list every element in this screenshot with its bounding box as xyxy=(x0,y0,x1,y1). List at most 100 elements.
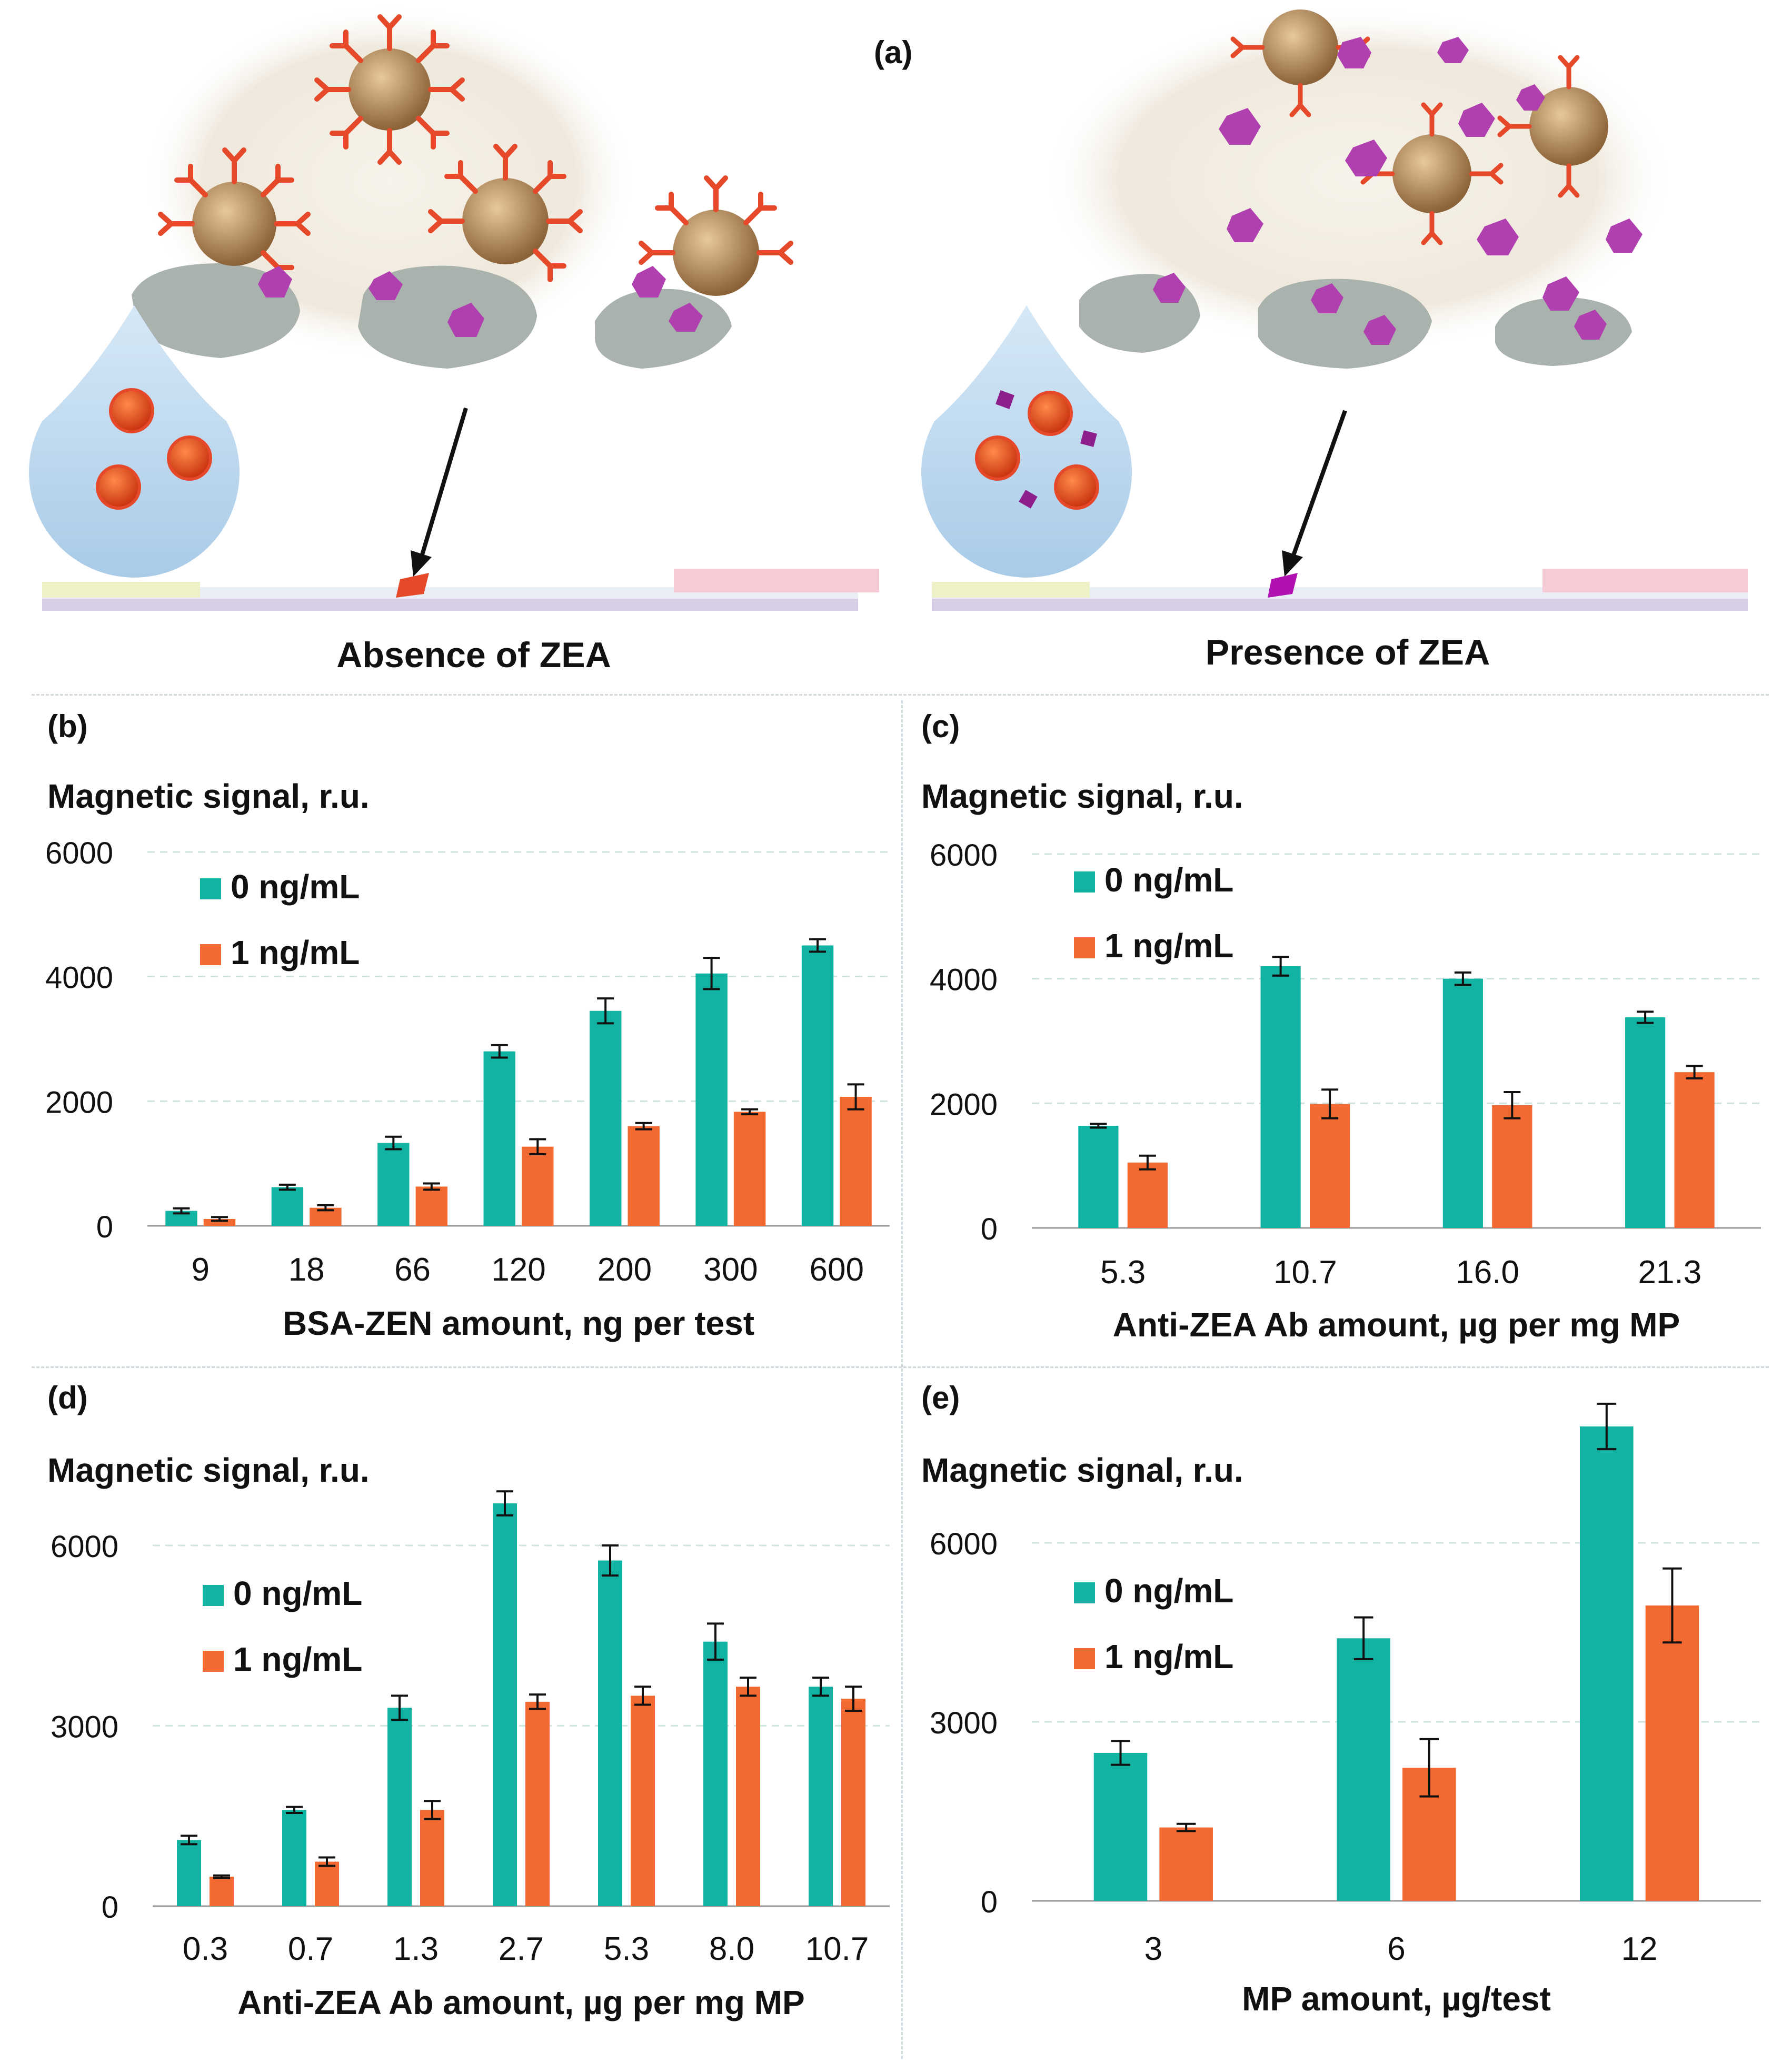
error-bar xyxy=(286,1806,303,1815)
bar-orange-600 xyxy=(840,1097,872,1226)
x-tick-label: 120 xyxy=(491,1252,545,1288)
legend-swatch xyxy=(1074,871,1095,893)
x-tick-label: 21.3 xyxy=(1638,1254,1702,1291)
error-bar xyxy=(1597,1402,1617,1451)
error-bar xyxy=(847,1083,864,1111)
caption-absence: Absence of ZEA xyxy=(336,635,611,675)
panel-a-illustration xyxy=(28,3,1748,611)
error-bar xyxy=(529,1138,546,1155)
error-bar xyxy=(529,1693,546,1710)
bar-orange-120 xyxy=(522,1146,554,1226)
x-tick-label: 9 xyxy=(191,1252,209,1288)
bar-teal-10.7 xyxy=(1260,966,1301,1228)
legend-label: 0 ng/mL xyxy=(233,1574,362,1612)
error-bar xyxy=(740,1677,756,1697)
zea-molecule xyxy=(1574,310,1607,340)
error-bar xyxy=(845,1686,862,1712)
bar-teal-8.0 xyxy=(703,1641,728,1906)
x-tick-label: 0.3 xyxy=(183,1931,228,1967)
error-bar xyxy=(391,1694,408,1721)
bar-orange-10.7 xyxy=(841,1699,865,1906)
x-tick-label: 10.7 xyxy=(805,1931,869,1967)
x-tick-label: 16.0 xyxy=(1456,1254,1519,1291)
error-bar xyxy=(1272,956,1289,977)
x-tick-label: 3 xyxy=(1144,1931,1162,1967)
zea-molecule xyxy=(1458,103,1495,137)
magnetic-particle xyxy=(158,147,311,284)
error-bar xyxy=(602,1544,619,1577)
legend-swatch xyxy=(1074,1582,1095,1603)
y-tick-label: 4000 xyxy=(45,961,113,995)
right-bubble xyxy=(1042,5,1674,369)
error-bar xyxy=(213,1874,230,1879)
bar-teal-600 xyxy=(801,945,834,1226)
x-tick-label: 12 xyxy=(1621,1931,1658,1967)
bar-orange-300 xyxy=(733,1112,766,1226)
zea-molecule xyxy=(1337,37,1371,68)
x-axis-title: Anti-ZEA Ab amount, µg per mg MP xyxy=(237,1984,804,2021)
membrane-blob xyxy=(595,289,732,369)
y-tick-label: 0 xyxy=(981,1212,998,1246)
membrane-blob xyxy=(132,263,300,358)
bar-orange-0.3 xyxy=(210,1877,234,1906)
x-tick-label: 1.3 xyxy=(393,1931,439,1967)
bar-orange-5.3 xyxy=(631,1696,655,1906)
error-bar xyxy=(424,1800,441,1820)
error-bar xyxy=(491,1044,508,1059)
error-bar xyxy=(181,1835,197,1846)
test-strip xyxy=(932,569,1748,611)
y-tick-label: 0 xyxy=(96,1210,113,1244)
error-bar xyxy=(423,1182,440,1191)
error-bar xyxy=(1139,1154,1156,1171)
bar-teal-0.7 xyxy=(282,1810,306,1906)
bar-orange-0.7 xyxy=(315,1861,339,1906)
legend-swatch xyxy=(203,1585,224,1606)
bar-teal-1.3 xyxy=(387,1708,412,1906)
bar-teal-2.7 xyxy=(493,1503,517,1906)
bar-orange-1.3 xyxy=(420,1810,444,1906)
error-bar xyxy=(703,957,720,990)
zea-molecule xyxy=(1363,315,1396,345)
test-strip xyxy=(42,569,879,611)
error-bar xyxy=(597,997,614,1025)
y-axis-title: Magnetic signal, r.u. xyxy=(921,1451,1243,1489)
error-bar xyxy=(1454,971,1471,986)
error-bar xyxy=(707,1622,724,1661)
error-bar xyxy=(1353,1616,1373,1660)
panel-label: (e) xyxy=(921,1380,960,1415)
y-tick-label: 0 xyxy=(102,1890,118,1925)
y-tick-label: 2000 xyxy=(45,1085,113,1119)
error-bar xyxy=(211,1216,228,1222)
legend-label: 0 ng/mL xyxy=(1104,861,1233,899)
legend-label: 1 ng/mL xyxy=(1104,1638,1233,1676)
divider xyxy=(32,1366,1769,1368)
x-tick-label: 5.3 xyxy=(604,1931,649,1967)
y-tick-label: 4000 xyxy=(930,963,998,997)
legend-label: 0 ng/mL xyxy=(1104,1572,1233,1610)
bar-teal-10.7 xyxy=(809,1687,833,1906)
error-bar xyxy=(1090,1123,1107,1129)
error-bar xyxy=(812,1677,829,1697)
x-tick-label: 2.7 xyxy=(499,1931,544,1967)
zea-molecule xyxy=(1606,219,1642,253)
bar-orange-200 xyxy=(628,1126,660,1226)
legend-label: 1 ng/mL xyxy=(231,934,360,971)
y-tick-label: 6000 xyxy=(51,1530,118,1564)
x-tick-label: 600 xyxy=(810,1252,864,1288)
x-axis-title: Anti-ZEA Ab amount, µg per mg MP xyxy=(1113,1306,1680,1344)
legend-label: 1 ng/mL xyxy=(233,1640,362,1678)
x-axis-title: BSA-ZEN amount, ng per test xyxy=(283,1304,754,1342)
zea-molecule xyxy=(1227,208,1263,242)
magnetic-particle xyxy=(639,175,793,296)
legend-swatch xyxy=(203,1651,224,1672)
bar-teal-200 xyxy=(589,1010,622,1226)
error-bar xyxy=(635,1122,652,1131)
sample-drop xyxy=(28,305,240,578)
divider xyxy=(901,700,903,2059)
error-bar xyxy=(317,1204,334,1212)
error-bar xyxy=(173,1207,190,1215)
y-axis-title: Magnetic signal, r.u. xyxy=(47,777,370,815)
zea-molecule xyxy=(1477,219,1519,255)
error-bar xyxy=(634,1686,651,1706)
